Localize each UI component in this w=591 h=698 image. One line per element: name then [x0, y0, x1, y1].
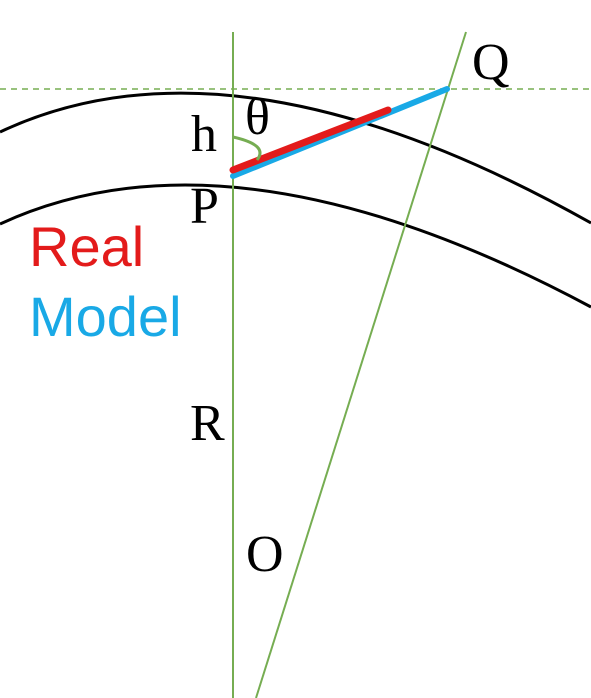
label-o: O [246, 526, 284, 583]
inner-arc [0, 183, 591, 309]
label-theta: θ [245, 89, 270, 146]
label-q: Q [472, 34, 510, 91]
inclined-radius-line [255, 31, 467, 698]
legend-real: Real [29, 215, 144, 278]
label-p: P [190, 178, 219, 235]
label-r: R [190, 395, 225, 452]
legend-model: Model [29, 285, 182, 348]
outer-arc [0, 91, 591, 225]
label-h: h [191, 106, 217, 163]
model-line [230, 86, 450, 179]
angle-arc-theta [232, 135, 262, 161]
